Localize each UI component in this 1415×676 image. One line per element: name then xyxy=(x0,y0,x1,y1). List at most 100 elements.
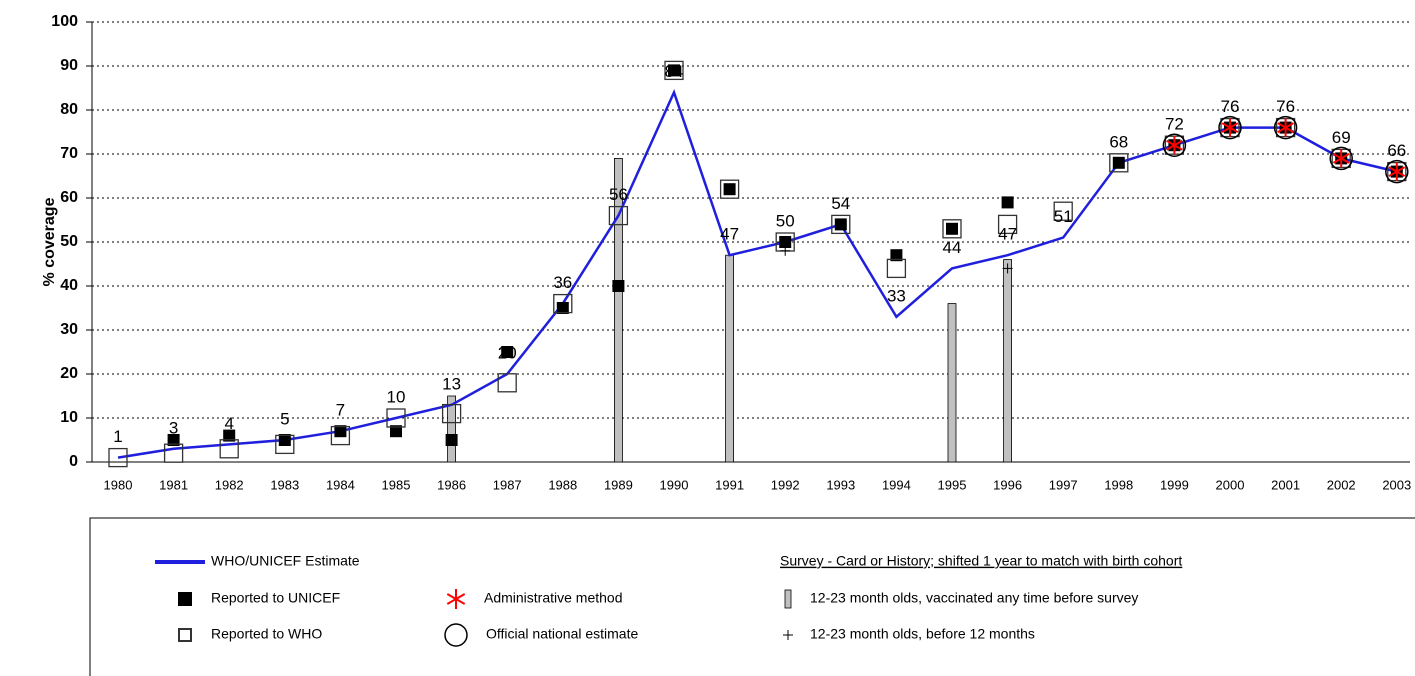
who-marker xyxy=(1053,201,1073,221)
x-tick-label: 2002 xyxy=(1327,477,1356,492)
who-marker xyxy=(942,219,962,239)
unicef-marker xyxy=(946,222,958,235)
x-tick-label: 1994 xyxy=(882,477,911,492)
y-tick-label: 100 xyxy=(51,13,78,30)
data-label: 68 xyxy=(1109,132,1128,151)
legend-swatch xyxy=(784,589,792,609)
asterisk-stroke xyxy=(1332,153,1350,164)
legend-box xyxy=(89,517,1415,676)
asterisk-stroke xyxy=(1166,139,1183,151)
data-label: 47 xyxy=(998,225,1017,244)
x-tick-label: 1992 xyxy=(771,477,800,492)
national-marker xyxy=(1273,115,1298,140)
national-marker xyxy=(1162,133,1187,157)
y-tick-label: 10 xyxy=(60,409,78,426)
data-label: 33 xyxy=(887,286,906,305)
y-tick-label: 50 xyxy=(60,233,78,250)
data-label: 76 xyxy=(1221,97,1240,116)
x-tick-label: 1999 xyxy=(1160,477,1189,492)
who-marker xyxy=(497,373,517,393)
data-label: 47 xyxy=(720,225,739,244)
data-label: 4 xyxy=(224,414,233,433)
data-label: 44 xyxy=(943,238,962,257)
legend-title: Survey - Card or History; shifted 1 year… xyxy=(780,553,1182,569)
y-tick-label: 70 xyxy=(60,145,78,162)
asterisk-stroke xyxy=(1221,122,1239,133)
legend-item: WHO/UNICEF Estimate xyxy=(155,553,360,569)
unicef-marker xyxy=(779,236,792,248)
x-tick-label: 1986 xyxy=(437,477,466,492)
x-tick-label: 1980 xyxy=(104,477,133,492)
who-marker xyxy=(441,403,462,424)
national-marker xyxy=(1385,159,1409,184)
unicef-marker xyxy=(556,302,569,314)
who-marker xyxy=(831,214,851,235)
x-tick-label: 2003 xyxy=(1382,477,1411,492)
y-tick-label: 0 xyxy=(69,453,78,470)
unicef-marker xyxy=(334,425,347,438)
data-label: 66 xyxy=(1387,141,1406,160)
who-marker xyxy=(553,293,573,314)
survey-plus xyxy=(780,245,791,256)
legend-label: WHO/UNICEF Estimate xyxy=(211,553,360,569)
data-label: 72 xyxy=(1165,115,1184,134)
survey-bar xyxy=(1003,259,1012,463)
y-tick-label: 80 xyxy=(60,101,78,118)
survey-bar xyxy=(614,157,623,463)
unicef-marker xyxy=(1112,156,1125,169)
legend-label: 12-23 month olds, before 12 months xyxy=(810,626,1035,642)
unicef-marker xyxy=(390,425,402,438)
who-marker xyxy=(719,179,740,199)
data-label: 84 xyxy=(665,62,684,81)
who-marker xyxy=(163,443,184,463)
legend-label: Reported to UNICEF xyxy=(211,590,340,606)
x-tick-label: 2000 xyxy=(1216,477,1245,492)
x-tick-label: 1989 xyxy=(604,477,633,492)
who-marker xyxy=(330,425,351,446)
legend-label: Administrative method xyxy=(484,590,623,606)
unicef-marker xyxy=(445,434,458,446)
who-marker xyxy=(1109,153,1129,173)
survey-bar xyxy=(947,303,957,463)
legend-item: Administrative method xyxy=(446,589,623,609)
estimate-line xyxy=(117,89,1398,459)
unicef-marker xyxy=(668,64,680,77)
x-tick-label: 1984 xyxy=(326,477,355,492)
who-marker xyxy=(386,408,406,428)
data-label: 56 xyxy=(609,185,628,204)
unicef-marker xyxy=(890,249,903,262)
x-tick-label: 1987 xyxy=(493,477,522,492)
x-tick-label: 1997 xyxy=(1049,477,1078,492)
admin-marker xyxy=(1221,118,1239,137)
unicef-marker xyxy=(723,183,736,196)
unicef-marker xyxy=(1001,196,1014,209)
x-tick-label: 1990 xyxy=(660,477,689,492)
legend-item: Reported to UNICEF xyxy=(178,590,340,606)
legend-swatch xyxy=(178,628,192,642)
x-tick-label: 2001 xyxy=(1271,477,1300,492)
national-marker xyxy=(1329,146,1353,171)
unicef-marker xyxy=(223,429,236,442)
x-tick-label: 1985 xyxy=(382,477,411,492)
data-label: 50 xyxy=(776,211,795,230)
data-label: 5 xyxy=(280,409,289,428)
asterisk-stroke xyxy=(1388,166,1406,177)
data-label: 51 xyxy=(1054,207,1073,226)
legend-swatch xyxy=(444,623,468,647)
legend-swatch xyxy=(446,593,466,605)
legend-label: Official national estimate xyxy=(486,626,638,642)
x-tick-label: 1982 xyxy=(215,477,244,492)
x-tick-label: 1996 xyxy=(993,477,1022,492)
x-tick-label: 1988 xyxy=(548,477,577,492)
data-label: 10 xyxy=(387,387,406,406)
x-tick-label: 1993 xyxy=(826,477,855,492)
y-tick-label: 40 xyxy=(60,277,78,294)
legend-item: 12-23 month olds, before 12 months xyxy=(783,626,1035,642)
unicef-marker xyxy=(834,218,847,231)
who-marker xyxy=(275,434,295,455)
y-tick-label: 90 xyxy=(60,57,78,74)
legend-label: Reported to WHO xyxy=(211,626,322,642)
data-label: 7 xyxy=(336,401,345,420)
who-marker xyxy=(997,214,1018,235)
y-tick-label: 30 xyxy=(60,321,78,338)
